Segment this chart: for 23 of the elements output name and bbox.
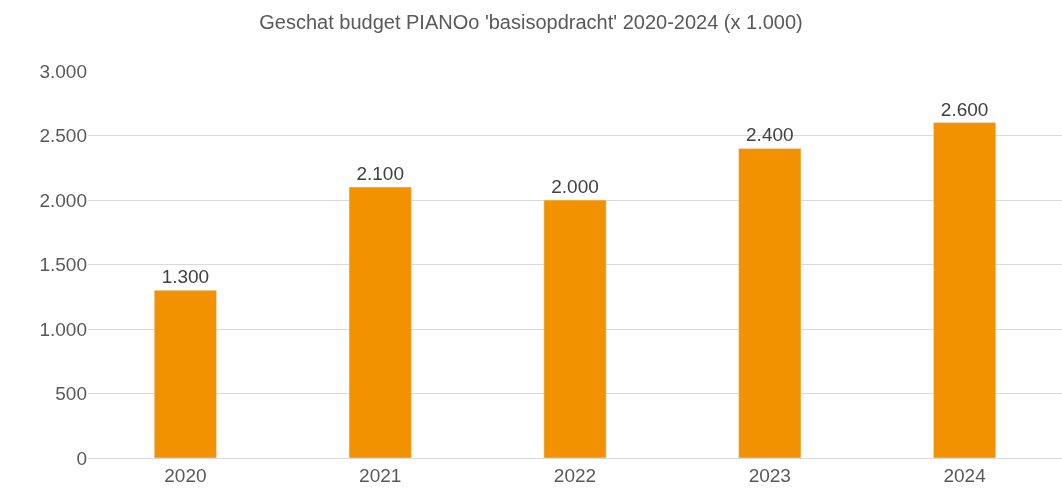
data-label: 2.600 [940, 98, 989, 120]
bar [543, 199, 607, 458]
y-tick-label: 0 [76, 447, 87, 469]
data-label: 2.000 [551, 176, 599, 197]
x-tick-label: 2024 [943, 464, 987, 486]
y-tick-label: 3.000 [39, 60, 87, 82]
x-tick-label: 2023 [748, 464, 791, 486]
data-label: 1.300 [161, 266, 210, 288]
chart-title: Geschat budget PIANOo 'basisopdracht' 2020-2024 (x 1.000) [259, 11, 803, 34]
y-tick-label: 500 [55, 383, 87, 405]
data-label: 2.100 [356, 163, 404, 185]
x-tick-label: 2020 [164, 464, 207, 486]
y-tick-label: 1.000 [39, 318, 87, 340]
y-tick-label: 2.500 [39, 125, 87, 147]
bar [153, 290, 217, 458]
y-tick-label: 1.500 [39, 254, 87, 276]
bar [348, 186, 412, 458]
x-tick-label: 2022 [553, 464, 597, 486]
y-tick-label: 2.000 [39, 189, 87, 211]
x-tick-label: 2021 [359, 464, 402, 486]
bar [933, 122, 997, 458]
data-label: 2.400 [746, 124, 794, 146]
bar [738, 148, 802, 458]
